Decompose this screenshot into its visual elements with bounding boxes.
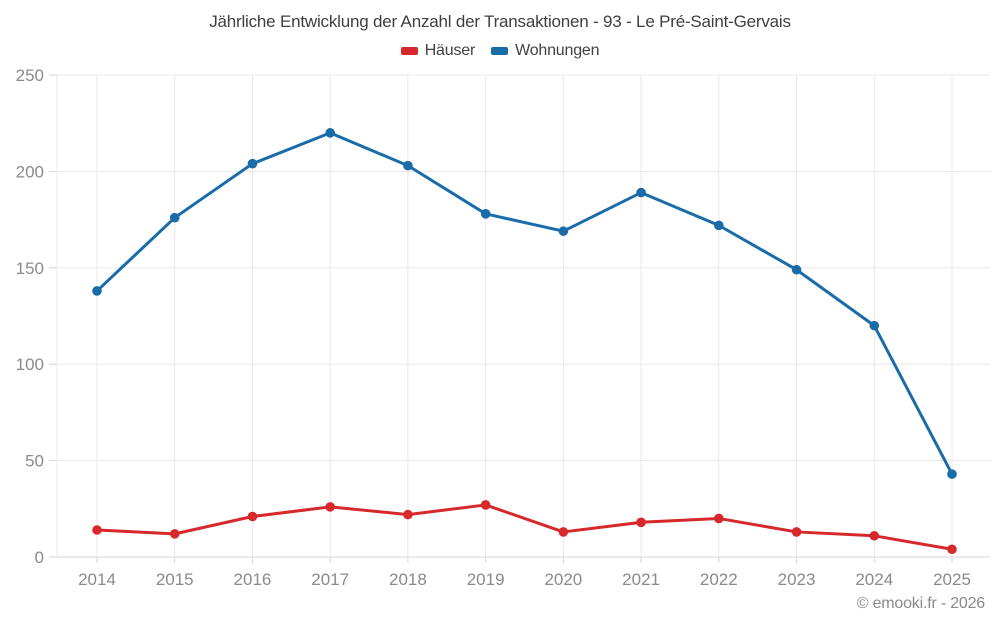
legend-swatch-haeuser-icon xyxy=(400,47,418,55)
y-tick-label: 250 xyxy=(16,66,44,85)
x-tick-label: 2023 xyxy=(778,570,816,589)
legend-swatch-wohnungen-icon xyxy=(491,47,509,55)
data-point-wohnungen-2014[interactable] xyxy=(92,286,102,296)
x-tick-label: 2014 xyxy=(78,570,116,589)
data-point-wohnungen-2016[interactable] xyxy=(247,158,258,169)
data-point-häuser-2018[interactable] xyxy=(403,509,413,520)
chart-title: Jährliche Entwicklung der Anzahl der Tra… xyxy=(209,12,791,31)
data-point-häuser-2014[interactable] xyxy=(92,525,102,535)
chart-legend: Häuser Wohnungen xyxy=(0,41,1000,61)
data-point-häuser-2020[interactable] xyxy=(558,527,569,537)
data-point-häuser-2022[interactable] xyxy=(714,513,724,524)
legend-item-wohnungen[interactable]: Wohnungen xyxy=(491,42,599,60)
y-tick-label: 100 xyxy=(16,355,44,374)
data-point-häuser-2017[interactable] xyxy=(325,502,335,512)
legend-label-wohnungen: Wohnungen xyxy=(515,42,600,59)
x-tick-label: 2025 xyxy=(933,570,971,589)
series-line-wohnungen[interactable] xyxy=(95,131,954,476)
data-point-wohnungen-2024[interactable] xyxy=(869,320,880,331)
x-tick-label: 2015 xyxy=(156,570,194,589)
data-point-wohnungen-2015[interactable] xyxy=(169,212,180,223)
legend-item-haeuser[interactable]: Häuser xyxy=(400,42,476,60)
data-point-häuser-2023[interactable] xyxy=(791,527,802,537)
x-tick-label: 2018 xyxy=(389,570,427,589)
data-point-häuser-2021[interactable] xyxy=(636,517,646,528)
data-point-wohnungen-2019[interactable] xyxy=(480,209,491,219)
data-point-häuser-2025[interactable] xyxy=(947,544,957,555)
data-point-wohnungen-2025[interactable] xyxy=(947,469,957,479)
x-tick-label: 2020 xyxy=(544,570,582,589)
data-point-wohnungen-2017[interactable] xyxy=(325,128,335,138)
x-tick-label: 2021 xyxy=(622,570,660,589)
x-tick-label: 2017 xyxy=(311,570,349,589)
data-point-häuser-2019[interactable] xyxy=(480,500,491,510)
data-point-häuser-2015[interactable] xyxy=(169,529,180,539)
copyright-footer: © emooki.fr - 2026 xyxy=(856,595,985,612)
data-point-wohnungen-2020[interactable] xyxy=(558,226,569,236)
data-point-häuser-2016[interactable] xyxy=(247,511,258,522)
x-tick-label: 2022 xyxy=(700,570,738,589)
x-tick-label: 2016 xyxy=(234,570,272,589)
data-point-wohnungen-2023[interactable] xyxy=(791,264,802,275)
y-tick-label: 200 xyxy=(16,162,44,181)
data-point-wohnungen-2021[interactable] xyxy=(636,187,646,198)
series-line-häuser[interactable] xyxy=(95,503,954,551)
x-tick-label: 2019 xyxy=(467,570,505,589)
y-tick-label: 50 xyxy=(25,452,44,471)
x-tick-label: 2024 xyxy=(855,570,893,589)
y-tick-label: 150 xyxy=(16,259,44,278)
legend-label-haeuser: Häuser xyxy=(424,42,476,59)
y-tick-label: 0 xyxy=(35,548,44,567)
data-point-häuser-2024[interactable] xyxy=(869,530,880,541)
data-point-wohnungen-2018[interactable] xyxy=(403,160,413,171)
data-point-wohnungen-2022[interactable] xyxy=(714,220,724,231)
